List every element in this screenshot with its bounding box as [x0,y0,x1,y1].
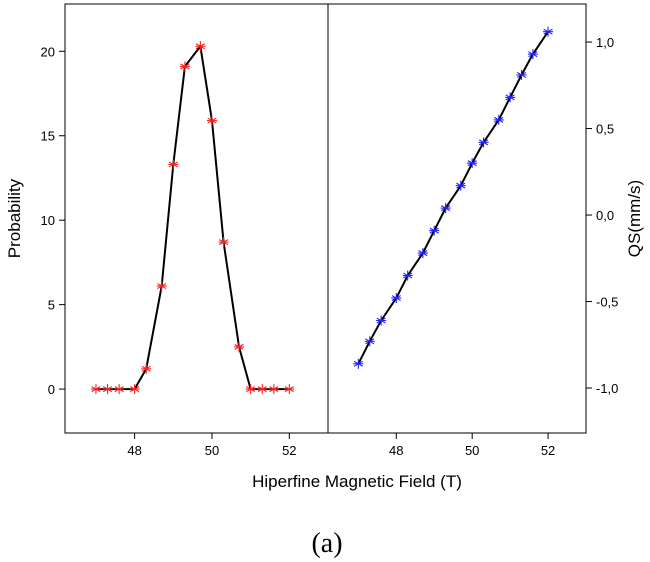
qs-data-point [353,358,364,369]
prob-y-axis-title: Probability [5,178,24,258]
qs-y-tick-label: 1,0 [596,35,614,50]
qs-data-point [417,248,428,259]
qs-panel: 48 50 52 -1,0 -0,5 0,0 0,5 1,0 QS(mm/s) [327,3,644,458]
qs-data-point [543,26,554,37]
qs-data-point [467,158,478,169]
qs-y-axis-title: QS(mm/s) [625,180,644,257]
prob-data-point [234,341,245,352]
qs-data-point [429,225,440,236]
prob-data-point [284,384,295,395]
prob-data-point [102,384,113,395]
prob-data-point [218,237,229,248]
qs-data-point [505,92,516,103]
qs-y-tick-label: 0,0 [596,208,614,223]
qs-y-tick-label: -1,0 [596,381,618,396]
qs-data-point [364,336,375,347]
prob-data-point [129,384,140,395]
panel-label: (a) [311,528,342,559]
qs-data-point [391,293,402,304]
qs-x-tick-label: 50 [465,443,479,458]
prob-x-tick-label: 52 [282,443,296,458]
prob-data-point [206,115,217,126]
qs-data-point [455,180,466,191]
prob-data-point [179,61,190,72]
qs-data-point [527,49,538,60]
prob-x-tick-label: 50 [205,443,219,458]
prob-y-tick-label: 20 [41,44,55,59]
prob-y-tick-label: 0 [48,382,55,397]
prob-data-point [114,384,125,395]
prob-data-point [195,41,206,52]
prob-series-line [95,45,290,391]
prob-data-point [156,281,167,292]
qs-data-point [402,270,413,281]
x-axis-title: Hiperfine Magnetic Field (T) [252,472,462,491]
prob-y-tick-label: 10 [41,213,55,228]
qs-x-tick-label: 52 [541,443,555,458]
prob-data-point [257,384,268,395]
prob-data-point [245,384,256,395]
prob-plot-frame [64,3,329,434]
prob-y-tick-label: 5 [48,298,55,313]
prob-data-point [268,384,279,395]
qs-data-point [493,114,504,125]
qs-plot-frame [327,3,587,434]
qs-x-tick-label: 48 [389,443,403,458]
qs-series-line [357,31,549,365]
prob-x-tick-label: 48 [127,443,141,458]
qs-data-point [516,69,527,80]
qs-data-point [440,203,451,214]
prob-data-point [141,363,152,374]
prob-data-point [168,159,179,170]
prob-data-point [90,384,101,395]
qs-y-tick-label: -0,5 [596,295,618,310]
prob-y-tick-label: 15 [41,129,55,144]
qs-y-tick-label: 0,5 [596,122,614,137]
qs-data-point [478,137,489,148]
probability-panel: 48 50 52 0 5 10 15 20 Probability [5,3,329,458]
qs-data-point [376,315,387,326]
